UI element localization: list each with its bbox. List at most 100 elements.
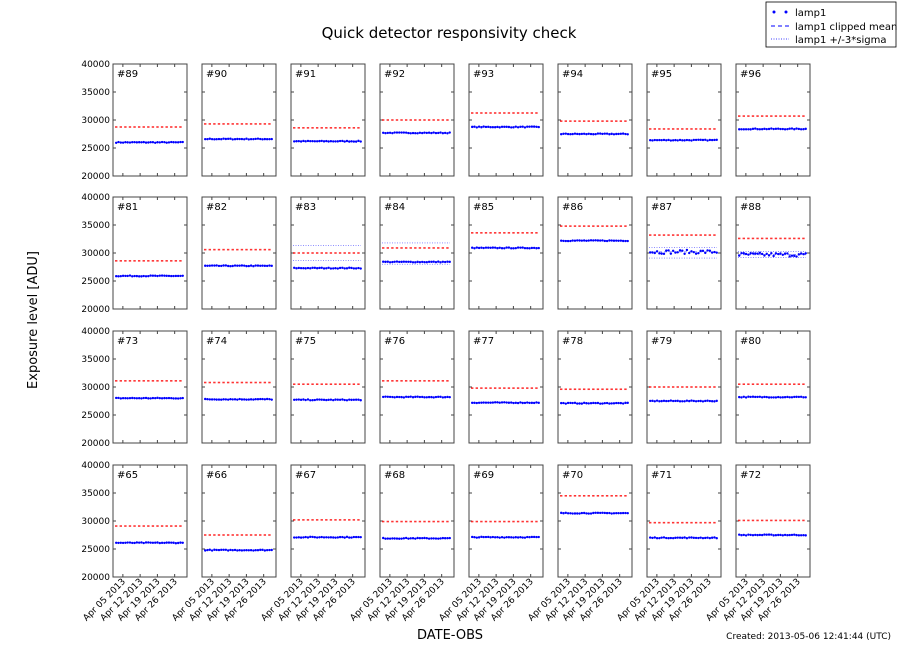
red-point [671,128,675,130]
lamp1-point [786,395,789,399]
red-point [605,225,609,227]
red-point [756,115,759,117]
red-point [788,237,791,240]
red-point [747,519,750,522]
panel-93: #93 [468,63,544,177]
lamp1-point [404,536,408,540]
lamp1-point [181,396,184,400]
panel-frame [468,63,544,177]
red-point [649,128,652,130]
red-point [681,234,684,236]
red-point [222,381,225,384]
lamp1-point [708,138,712,142]
lamp1-point [749,533,752,537]
lamp1-point [154,541,157,544]
red-point [226,123,230,125]
lamp1-point [772,127,775,131]
lamp1-point [439,131,442,134]
lamp1-point [802,534,805,537]
lamp1-point [158,274,161,277]
red-point [343,252,346,254]
red-point [240,248,244,251]
lamp1-point [662,536,666,539]
lamp1-point [582,511,586,515]
lamp1-point [592,511,595,515]
lamp1-point [694,400,698,403]
red-point [236,381,239,384]
lamp1-point [115,275,118,278]
lamp1-point [338,139,342,143]
red-point [751,519,755,522]
lamp1-point [706,249,709,252]
lamp1-point [384,260,387,264]
red-point [610,495,613,497]
red-point [738,237,741,240]
lamp1-point [163,396,166,400]
lamp1-point [382,395,385,399]
red-point [610,120,613,122]
lamp1-point [334,536,337,539]
lamp1-point [786,534,789,537]
lamp1-point [683,536,686,539]
red-point [765,237,768,240]
panel-label: #84 [384,202,405,213]
lamp1-point [610,512,613,515]
red-point [352,127,356,129]
red-point [503,520,506,523]
lamp1-point [649,139,652,142]
lamp1-point [599,132,602,135]
red-point [779,115,782,117]
lamp1-point [133,274,136,278]
lamp1-point [210,549,214,552]
red-point [293,519,296,521]
red-point [386,119,389,121]
lamp1-point [653,138,656,142]
red-point [521,232,524,234]
red-point [147,380,150,382]
lamp1-point [336,398,339,401]
lamp1-point [327,536,330,539]
red-point [742,519,745,522]
footer-created: Created: 2013-05-06 12:41:44 (UTC) [726,632,891,641]
lamp1-point [359,535,362,539]
red-point [334,127,337,129]
panel-frame [290,464,366,578]
lamp1-point [669,139,673,142]
lamp1-point [243,264,246,267]
lamp1-point [220,548,223,552]
panel-96: #96 [735,63,811,177]
red-point [338,252,342,254]
lamp1-point [793,128,796,131]
lamp1-point [649,536,652,539]
lamp1-point [585,512,588,515]
lamp1-point [395,260,399,263]
red-point [151,126,155,128]
red-point [516,387,520,389]
lamp1-point [487,246,490,249]
red-point [573,120,577,122]
panel-frame [379,330,455,444]
lamp1-point [512,536,515,539]
lamp1-point [576,132,579,136]
lamp1-point [507,536,511,539]
red-point [204,534,207,536]
lamp1-point [569,133,572,136]
panel-92: #92 [379,63,455,177]
lamp1-point [238,264,241,267]
lamp1-point [336,267,339,270]
lamp1-point [425,131,428,135]
lamp1-point [560,239,563,242]
red-point [160,525,164,527]
red-point [133,525,136,527]
lamp1-point [560,133,563,136]
panel-label: #67 [295,470,316,481]
lamp1-point [566,132,570,136]
y-tick-label: 25000 [81,411,110,421]
lamp1-point [229,265,232,268]
lamp1-point [231,138,234,141]
lamp1-point [578,239,581,242]
lamp1-point [671,249,675,253]
lamp1-point [523,126,527,129]
red-point [315,519,319,521]
